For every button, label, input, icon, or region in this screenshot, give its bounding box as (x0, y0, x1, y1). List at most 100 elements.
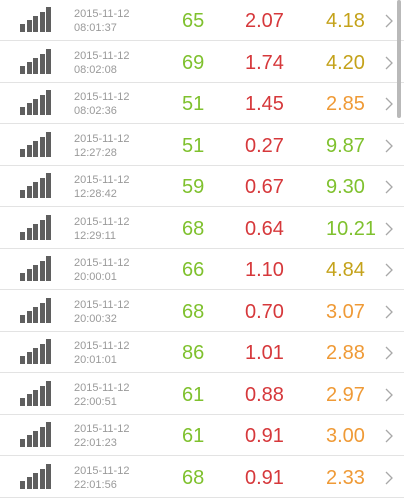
signal-bar (33, 390, 38, 406)
signal-bar (20, 24, 25, 32)
chevron-right-icon[interactable] (385, 263, 393, 277)
signal-bar (33, 141, 38, 157)
signal-bar (26, 352, 32, 364)
row-value-3: 2.97 (326, 384, 365, 406)
signal-bar (46, 381, 51, 406)
row-date: 2015-11-12 (74, 465, 130, 477)
row-value-3: 2.88 (326, 342, 365, 364)
row-value-2: 1.10 (245, 259, 284, 281)
signal-bar (33, 265, 38, 281)
chevron-right-icon[interactable] (385, 14, 393, 28)
row-time: 22:01:23 (74, 437, 117, 449)
chevron-right-icon[interactable] (385, 305, 393, 319)
signal-bar (46, 173, 51, 198)
list-item[interactable]: 2015-11-12 22:01:23 61 0.91 3.00 (0, 415, 404, 456)
signal-bar (26, 62, 32, 74)
row-value-2: 1.74 (245, 52, 284, 74)
signal-bar (20, 398, 25, 406)
signal-bar (39, 220, 45, 240)
row-value-1: 68 (182, 467, 205, 489)
chevron-right-icon[interactable] (385, 388, 393, 402)
chevron-right-icon[interactable] (385, 346, 393, 360)
signal-bar (39, 54, 45, 74)
signal-bar (33, 99, 38, 115)
row-time: 22:01:56 (74, 479, 117, 491)
signal-bars-icon (20, 381, 52, 406)
row-time: 12:29:11 (74, 230, 117, 242)
list-item[interactable]: 2015-11-12 12:29:11 68 0.64 10.21 (0, 208, 404, 249)
list-item[interactable]: 2015-11-12 08:02:08 69 1.74 4.20 (0, 42, 404, 83)
signal-bar (39, 178, 45, 198)
list-item[interactable]: 2015-11-12 20:01:01 86 1.01 2.88 (0, 332, 404, 373)
row-value-1: 59 (182, 176, 205, 198)
row-date: 2015-11-12 (74, 257, 130, 269)
chevron-right-icon[interactable] (385, 97, 393, 111)
row-value-3: 10.21 (326, 218, 377, 240)
chevron-right-icon[interactable] (385, 139, 393, 153)
chevron-right-icon[interactable] (385, 56, 393, 70)
chevron-right-icon[interactable] (385, 429, 393, 443)
chevron-right-icon[interactable] (385, 180, 393, 194)
row-date: 2015-11-12 (74, 91, 130, 103)
list-item[interactable]: 2015-11-12 22:00:51 61 0.88 2.97 (0, 374, 404, 415)
row-time: 08:02:36 (74, 105, 117, 117)
signal-bar (46, 422, 51, 447)
row-value-2: 0.88 (245, 384, 284, 406)
signal-bar (33, 58, 38, 74)
signal-bar (33, 348, 38, 364)
signal-bar (46, 90, 51, 115)
signal-bar (46, 49, 51, 74)
row-value-3: 2.85 (326, 93, 365, 115)
row-date: 2015-11-12 (74, 133, 130, 145)
signal-bar (46, 132, 51, 157)
row-time: 20:01:01 (74, 354, 117, 366)
row-date: 2015-11-12 (74, 340, 130, 352)
row-date: 2015-11-12 (74, 299, 130, 311)
signal-bar (39, 95, 45, 115)
list-item[interactable]: 2015-11-12 12:27:28 51 0.27 9.87 (0, 125, 404, 166)
signal-bar (39, 303, 45, 323)
row-value-1: 68 (182, 301, 205, 323)
signal-bars-icon (20, 298, 52, 323)
row-value-1: 86 (182, 342, 205, 364)
list-item[interactable]: 2015-11-12 20:00:01 66 1.10 4.84 (0, 249, 404, 290)
signal-bar (26, 103, 32, 115)
chevron-right-icon[interactable] (385, 471, 393, 485)
list-item[interactable]: 2015-11-12 20:00:32 68 0.70 3.07 (0, 291, 404, 332)
signal-bar (33, 16, 38, 32)
signal-bar (33, 224, 38, 240)
list-item[interactable]: 2015-11-12 12:28:42 59 0.67 9.30 (0, 166, 404, 207)
chevron-right-icon[interactable] (385, 222, 393, 236)
row-date: 2015-11-12 (74, 382, 130, 394)
row-value-2: 0.67 (245, 176, 284, 198)
list-item[interactable]: 2015-11-12 08:01:37 65 2.07 4.18 (0, 0, 404, 41)
signal-bar (46, 256, 51, 281)
row-time: 22:00:51 (74, 396, 117, 408)
signal-bar (20, 149, 25, 157)
row-date: 2015-11-12 (74, 174, 130, 186)
signal-bars-icon (20, 339, 52, 364)
signal-bar (26, 477, 32, 489)
row-value-1: 65 (182, 10, 205, 32)
signal-bars-icon (20, 256, 52, 281)
signal-bars-icon (20, 464, 52, 489)
list-item[interactable]: 2015-11-12 08:02:36 51 1.45 2.85 (0, 83, 404, 124)
signal-bars-icon (20, 215, 52, 240)
row-time: 12:28:42 (74, 188, 117, 200)
signal-bar (26, 435, 32, 447)
row-date: 2015-11-12 (74, 423, 130, 435)
signal-bar (20, 190, 25, 198)
row-value-3: 3.07 (326, 301, 365, 323)
signal-bar (20, 273, 25, 281)
row-date: 2015-11-12 (74, 50, 130, 62)
row-value-1: 68 (182, 218, 205, 240)
scrollbar[interactable] (397, 0, 401, 118)
list-item[interactable]: 2015-11-12 22:01:56 68 0.91 2.33 (0, 457, 404, 498)
signal-bar (26, 20, 32, 32)
signal-bars-icon (20, 90, 52, 115)
signal-bar (26, 228, 32, 240)
row-value-2: 0.64 (245, 218, 284, 240)
signal-bar (46, 215, 51, 240)
signal-bar (20, 439, 25, 447)
